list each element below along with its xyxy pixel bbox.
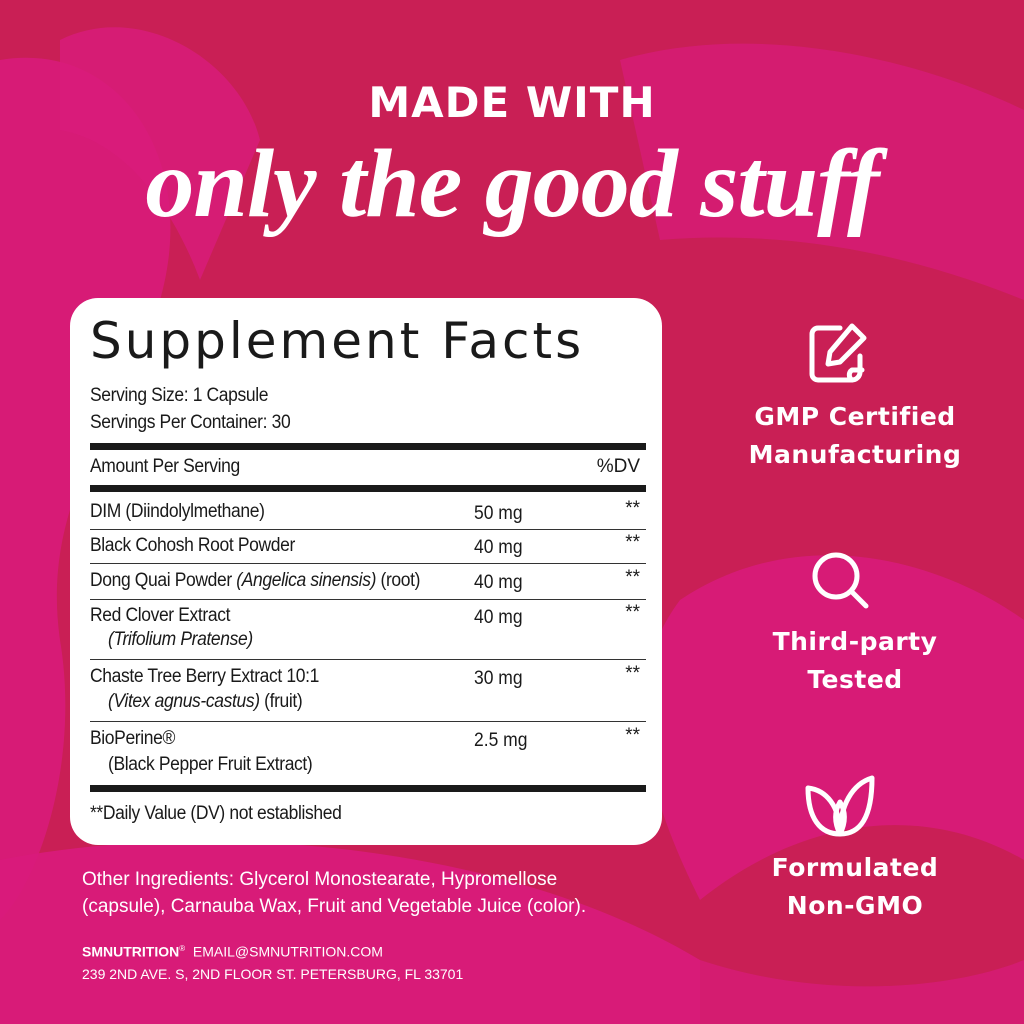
ingredient-dv: ** (625, 532, 640, 553)
divider (90, 599, 646, 600)
divider (90, 563, 646, 564)
feature-tested: Third-party Tested (720, 623, 990, 699)
feature-label: GMP Certified (754, 402, 956, 431)
feature-gmp: GMP Certified Manufacturing (720, 398, 990, 474)
ingredient-amount: 2.5 mg (474, 730, 528, 751)
divider-thick (90, 785, 646, 792)
other-ingredients: Other Ingredients: Glycerol Monostearate… (82, 866, 586, 920)
edit-document-icon (809, 323, 867, 383)
ingredient-name: BioPerine® (90, 728, 175, 749)
dv-header: %DV (596, 456, 640, 477)
ingredient-name: Black Cohosh Root Powder (90, 535, 295, 556)
ingredient-dv: ** (625, 498, 640, 519)
footer: SMNUTRITION® EMAIL@SMNUTRITION.COM 239 2… (82, 938, 463, 985)
amount-header: Amount Per Serving (90, 456, 240, 477)
servings-per-container: Servings Per Container: 30 (90, 412, 291, 433)
ingredient-name: DIM (Diindolylmethane) (90, 501, 265, 522)
serving-size: Serving Size: 1 Capsule (90, 385, 269, 406)
ingredient-dv: ** (625, 663, 640, 684)
divider (90, 721, 646, 722)
ingredient-dv: ** (625, 725, 640, 746)
header-made-with: MADE WITH (368, 78, 656, 127)
ingredient-dv: ** (625, 602, 640, 623)
divider (90, 529, 646, 530)
divider-thick (90, 485, 646, 492)
divider (90, 659, 646, 660)
ingredient-amount: 40 mg (474, 607, 523, 628)
ingredient-part: (fruit) (264, 691, 303, 712)
ingredient-name: Red Clover Extract (90, 605, 231, 626)
ingredient-amount: 30 mg (474, 668, 523, 689)
email: EMAIL@SMNUTRITION.COM (192, 943, 383, 960)
magnifier-icon (812, 552, 869, 609)
brand-name: SMNUTRITION (82, 943, 180, 960)
ingredient-sub: (Black Pepper Fruit Extract) (108, 754, 313, 775)
ingredient-name: Dong Quai Powder (90, 570, 232, 591)
feature-label: Manufacturing (748, 440, 962, 469)
ingredient-amount: 40 mg (474, 572, 523, 593)
feature-label: Tested (807, 665, 903, 694)
ingredient-latin: (Vitex agnus-castus) (108, 691, 260, 712)
ingredient-amount: 50 mg (474, 503, 523, 524)
ingredient-part: (root) (380, 570, 421, 591)
feature-label: Formulated (771, 853, 939, 882)
feature-non-gmo: Formulated Non-GMO (720, 849, 990, 925)
ingredient-name: Chaste Tree Berry Extract 10:1 (90, 666, 319, 687)
feature-label: Third-party (772, 627, 938, 656)
header-tagline: only the good stuff (145, 130, 879, 238)
footnote: **Daily Value (DV) not established (90, 803, 342, 824)
feature-label: Non-GMO (786, 891, 924, 920)
ingredient-dv: ** (625, 567, 640, 588)
ingredient-latin: (Trifolium Pratense) (108, 629, 253, 650)
ingredient-latin: (Angelica sinensis) (236, 570, 377, 591)
registered-mark: ® (179, 944, 186, 953)
other-ingredients-line: (capsule), Carnauba Wax, Fruit and Veget… (82, 896, 587, 917)
address: 239 2ND AVE. S, 2ND FLOOR ST. PETERSBURG… (82, 965, 464, 982)
other-ingredients-line: Other Ingredients: Glycerol Monostearate… (82, 869, 558, 890)
ingredient-amount: 40 mg (474, 537, 523, 558)
supplement-facts-panel: Supplement Facts Serving Size: 1 Capsule… (70, 298, 662, 845)
leaf-icon (805, 775, 875, 837)
divider-thick (90, 443, 646, 450)
facts-title: Supplement Facts (90, 312, 585, 370)
